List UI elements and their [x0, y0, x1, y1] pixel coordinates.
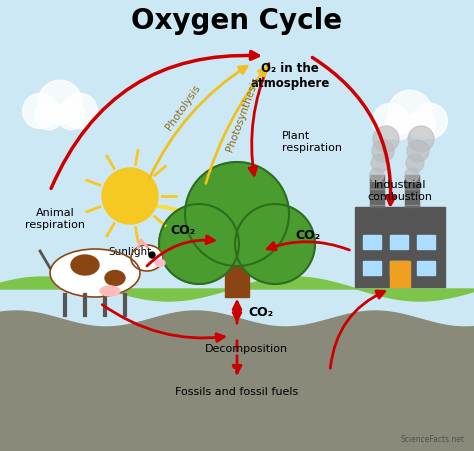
Circle shape [159, 205, 239, 285]
Bar [417, 262, 435, 276]
Circle shape [62, 94, 97, 129]
Text: CO₂: CO₂ [295, 229, 320, 241]
Text: ScienceFacts.net: ScienceFacts.net [401, 434, 465, 443]
Text: Sunlight: Sunlight [109, 246, 152, 257]
Bar [355, 207, 445, 287]
Circle shape [406, 155, 424, 173]
Ellipse shape [131, 245, 163, 272]
Text: Animal
respiration: Animal respiration [25, 208, 85, 230]
Bar [363, 262, 381, 276]
Circle shape [373, 127, 399, 152]
Circle shape [35, 102, 64, 130]
Text: Industrial
combustion: Industrial combustion [367, 180, 432, 202]
Circle shape [149, 253, 155, 258]
Ellipse shape [71, 255, 99, 276]
Circle shape [385, 112, 413, 140]
Text: Fossils and fossil fuels: Fossils and fossil fuels [175, 386, 299, 396]
Text: Decomposition: Decomposition [205, 343, 288, 353]
Circle shape [407, 112, 435, 140]
Ellipse shape [155, 260, 165, 267]
Bar [370, 175, 384, 207]
Ellipse shape [50, 249, 140, 297]
Ellipse shape [100, 286, 120, 296]
Text: CO₂: CO₂ [248, 305, 273, 318]
Bar [390, 262, 408, 276]
Polygon shape [0, 277, 474, 301]
Circle shape [412, 104, 447, 139]
Text: Oxygen Cycle: Oxygen Cycle [131, 7, 343, 35]
Ellipse shape [105, 271, 125, 286]
Bar [363, 235, 381, 249]
Text: Photosynthesis: Photosynthesis [225, 75, 261, 152]
Circle shape [405, 169, 419, 183]
Text: O₂ in the
atmosphere: O₂ in the atmosphere [250, 62, 330, 90]
Circle shape [372, 141, 394, 163]
Circle shape [388, 91, 432, 135]
Circle shape [235, 205, 315, 285]
Circle shape [38, 81, 82, 125]
Circle shape [373, 104, 408, 139]
Bar [390, 262, 410, 287]
Text: CO₂: CO₂ [171, 224, 196, 236]
Polygon shape [0, 311, 474, 451]
Circle shape [23, 94, 58, 129]
Bar [390, 235, 408, 249]
Text: Plant
respiration: Plant respiration [282, 131, 342, 152]
Circle shape [370, 169, 384, 183]
Bar [225, 207, 249, 297]
Circle shape [185, 163, 289, 267]
Circle shape [57, 102, 85, 130]
Circle shape [408, 127, 434, 152]
Circle shape [102, 169, 158, 225]
Text: Photolysis: Photolysis [164, 82, 202, 131]
Bar [417, 235, 435, 249]
Circle shape [407, 141, 429, 163]
Circle shape [371, 155, 389, 173]
Bar [405, 175, 419, 207]
